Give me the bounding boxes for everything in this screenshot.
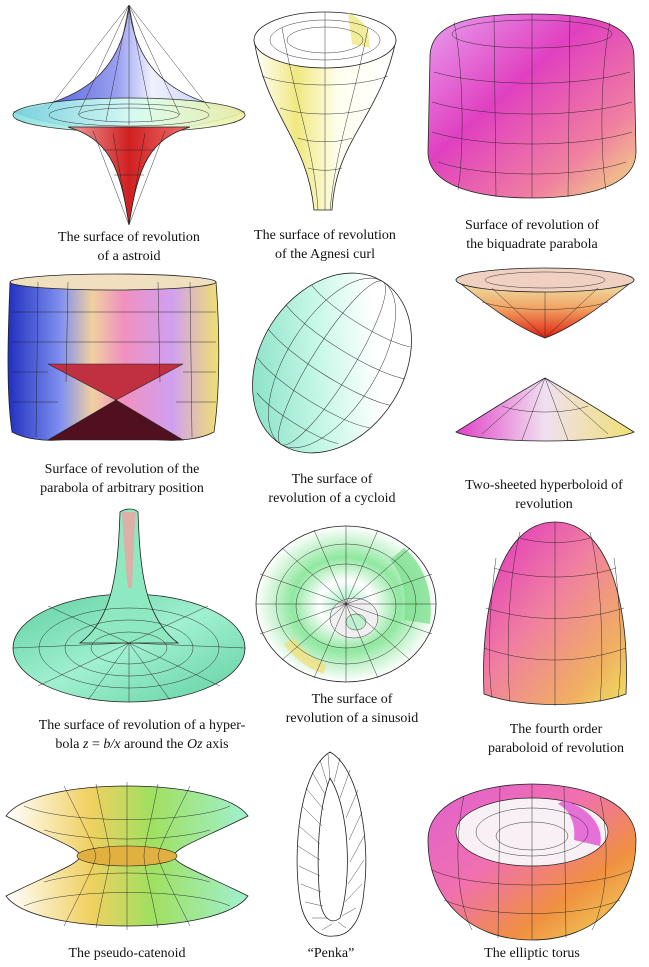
caption-hyperbola: The surface of revolution of a hyper- bo… xyxy=(8,716,276,754)
cycloid-surface-figure xyxy=(252,272,412,454)
caption-line: paraboloid of revolution xyxy=(487,741,625,756)
agnesi-surface-figure xyxy=(253,11,397,211)
caption-line: The surface of xyxy=(291,472,373,487)
caption-text: around the xyxy=(120,737,187,752)
caption-line: revolution of a sinusoid xyxy=(285,711,419,726)
hyperboloid-surface-figure xyxy=(454,267,636,442)
caption-math-bx: b/x xyxy=(103,737,121,752)
caption-line: Two-sheeted hyperboloid of xyxy=(465,478,623,493)
caption-text: bola xyxy=(55,737,84,752)
sinusoid-surface-figure xyxy=(255,525,437,683)
caption-elliptic-torus: The elliptic torus xyxy=(424,944,640,963)
caption-line: parabola of arbitrary position xyxy=(40,481,204,496)
elliptic-torus-figure xyxy=(427,783,637,941)
caption-line: The fourth order xyxy=(509,722,603,737)
caption-line: The surface of xyxy=(311,692,393,707)
biquadrate-parabola-surface-figure xyxy=(427,13,637,199)
caption-line: The elliptic torus xyxy=(484,946,580,961)
caption-cycloid: The surface of revolution of a cycloid xyxy=(244,470,420,508)
caption-pseudo-catenoid: The pseudo-catenoid xyxy=(4,944,250,963)
caption-math-z: z xyxy=(83,737,89,752)
caption-text: = xyxy=(88,737,104,752)
caption-parabola: Surface of revolution of the parabola of… xyxy=(8,460,236,498)
caption-line: The pseudo-catenoid xyxy=(68,946,186,961)
caption-line: The surface of revolution xyxy=(58,230,200,245)
parabola-arbitrary-surface-figure xyxy=(7,273,220,441)
astroid-surface-figure xyxy=(12,4,246,226)
caption-line: The surface of revolution of a hyper- xyxy=(38,718,246,733)
caption-astroid: The surface of revolution of a astroid xyxy=(8,228,250,266)
caption-sinusoid: The surface of revolution of a sinusoid xyxy=(264,690,440,728)
caption-line: bola z = b/x around the Oz axis xyxy=(8,735,276,754)
pseudo-catenoid-figure xyxy=(5,782,249,930)
caption-text: axis xyxy=(202,737,229,752)
caption-line: the biquadrate parabola xyxy=(466,237,598,252)
caption-line: Surface of revolution of xyxy=(464,218,600,233)
caption-biquadrate: Surface of revolution of the biquadrate … xyxy=(424,216,640,254)
caption-line: revolution of a cycloid xyxy=(268,491,396,506)
caption-agnesi: The surface of revolution of the Agnesi … xyxy=(252,226,398,264)
caption-penka: “Penka” xyxy=(276,944,386,963)
caption-hyperboloid: Two-sheeted hyperboloid of revolution xyxy=(444,476,644,514)
penka-surface-figure xyxy=(296,751,367,937)
caption-line: of a astroid xyxy=(97,249,161,264)
caption-math-oz: Oz xyxy=(186,737,203,752)
fourth-order-paraboloid-figure xyxy=(483,521,627,706)
caption-line: Surface of revolution of the xyxy=(44,462,200,477)
hyperbola-surface-figure xyxy=(12,508,246,703)
caption-line: “Penka” xyxy=(307,946,355,961)
caption-line: revolution xyxy=(515,497,573,512)
caption-fourth-order: The fourth order paraboloid of revolutio… xyxy=(470,720,642,758)
caption-line: The surface of revolution xyxy=(254,228,396,243)
caption-line: of the Agnesi curl xyxy=(275,247,375,262)
